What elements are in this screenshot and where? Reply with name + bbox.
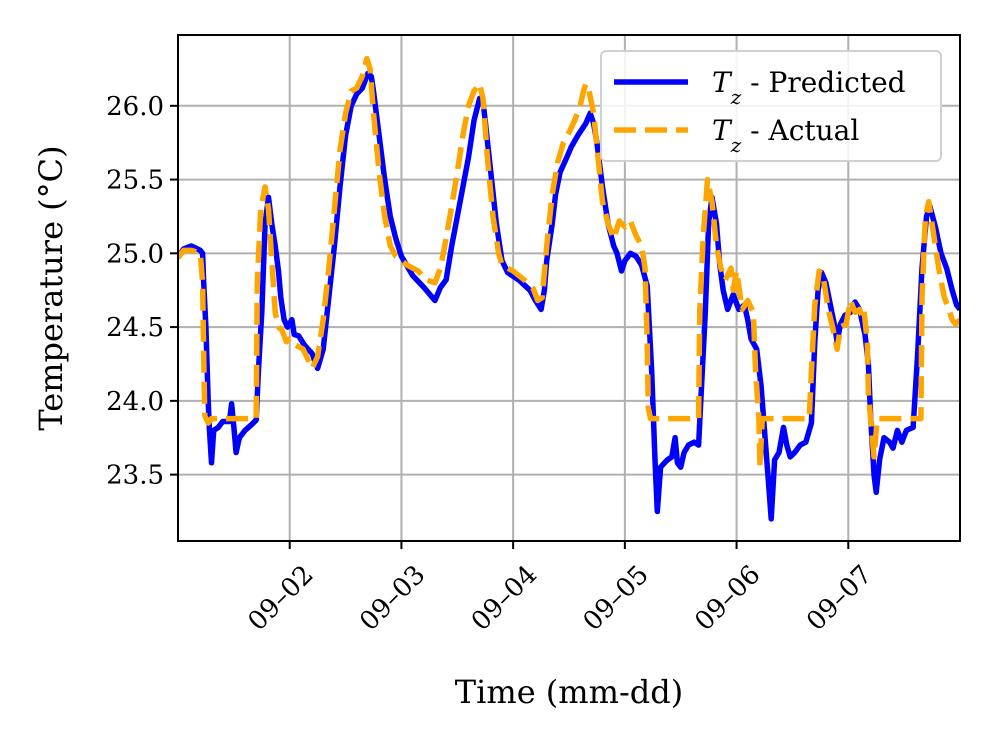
legend-box [600, 50, 942, 162]
legend-label: Tz - Predicted [712, 66, 906, 109]
legend: Tz - Predicted Tz - Actual [600, 50, 942, 162]
y-tick-label: 24.5 [106, 313, 164, 343]
plot-area [178, 55, 960, 522]
grid [178, 35, 960, 541]
x-axis-label: Time (mm-dd) [455, 673, 683, 711]
axes-frame [177, 34, 961, 542]
legend-label: Tz - Actual [712, 114, 859, 157]
series-line-actual [178, 55, 960, 470]
y-axis-ticks: 23.5 24.0 24.5 25.0 25.5 26.0 [106, 92, 178, 491]
y-tick-label: 26.0 [106, 92, 164, 122]
y-tick-label: 23.5 [106, 461, 164, 491]
y-tick-label: 24.0 [106, 387, 164, 417]
y-tick-label: 25.5 [106, 166, 164, 196]
y-tick-label: 25.0 [106, 239, 164, 269]
y-axis-label: Temperature (°C) [32, 145, 70, 430]
